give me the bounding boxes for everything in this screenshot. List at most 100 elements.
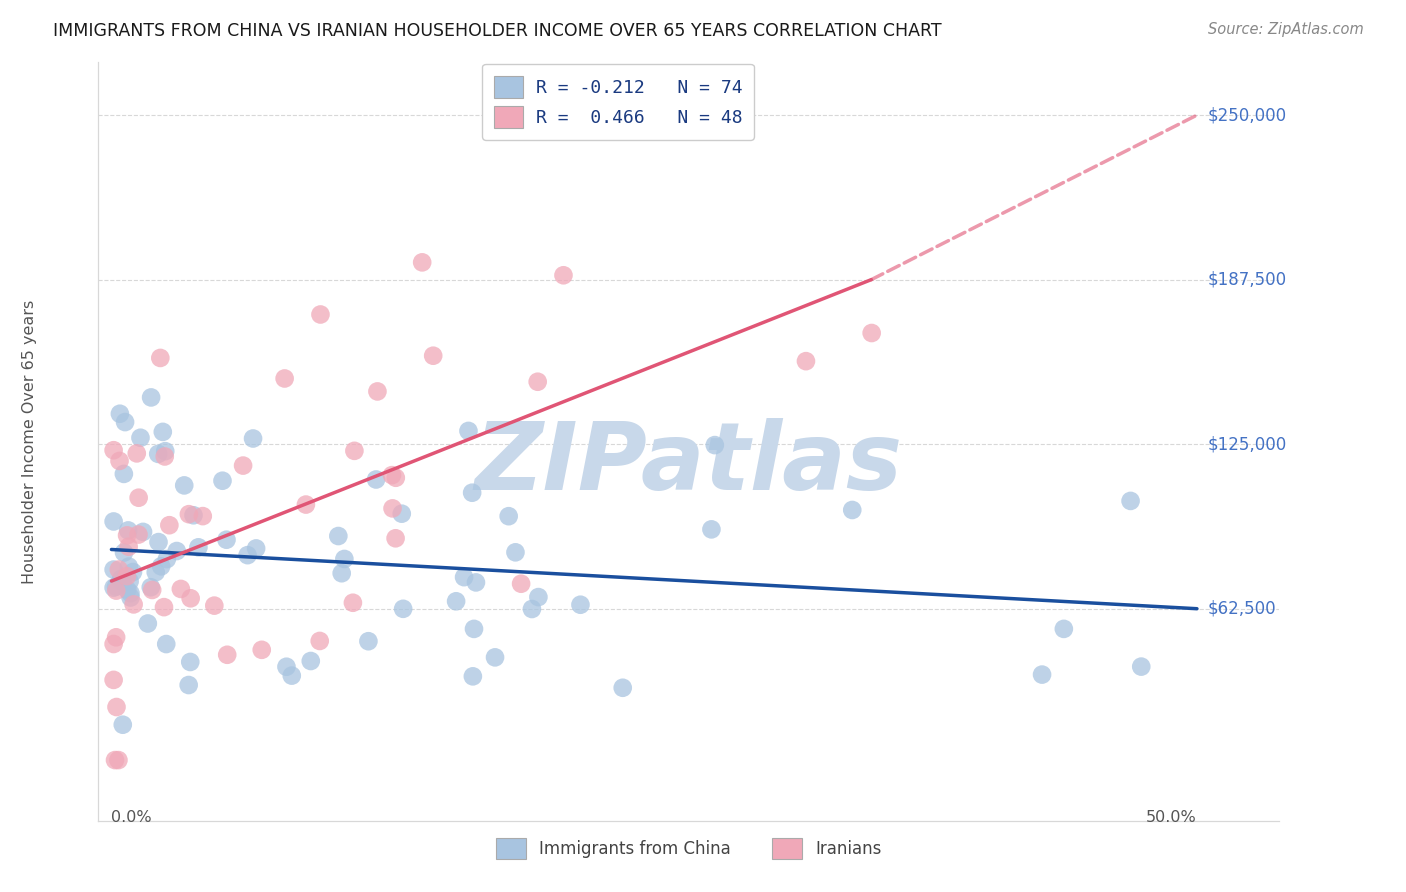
Point	[202, 599, 225, 613]
Point	[381, 468, 404, 483]
Point	[357, 634, 380, 648]
Point	[384, 531, 406, 545]
Point	[157, 518, 180, 533]
Point	[105, 700, 128, 714]
Point	[150, 559, 173, 574]
Point	[250, 642, 273, 657]
Point	[457, 424, 479, 438]
Point	[453, 570, 475, 584]
Point	[299, 654, 322, 668]
Point	[463, 622, 485, 636]
Point	[128, 527, 150, 541]
Point	[245, 541, 267, 556]
Point	[139, 391, 162, 405]
Point	[177, 678, 200, 692]
Point	[115, 528, 138, 542]
Point	[553, 268, 575, 283]
Point	[152, 425, 174, 439]
Point	[139, 580, 162, 594]
Point	[170, 582, 193, 596]
Point	[112, 467, 135, 481]
Point	[1031, 667, 1053, 681]
Point	[700, 522, 723, 536]
Point	[381, 501, 404, 516]
Point	[141, 582, 163, 597]
Point	[107, 562, 129, 576]
Point	[111, 575, 134, 590]
Point	[841, 503, 863, 517]
Point	[103, 515, 125, 529]
Point	[117, 524, 139, 538]
Point	[148, 447, 170, 461]
Point	[129, 431, 152, 445]
Point	[343, 443, 366, 458]
Point	[103, 581, 125, 595]
Point	[211, 474, 233, 488]
Point	[148, 535, 170, 549]
Point	[505, 545, 527, 559]
Point	[117, 582, 139, 597]
Point	[794, 354, 817, 368]
Point	[309, 308, 332, 322]
Text: IMMIGRANTS FROM CHINA VS IRANIAN HOUSEHOLDER INCOME OVER 65 YEARS CORRELATION CH: IMMIGRANTS FROM CHINA VS IRANIAN HOUSEHO…	[53, 22, 942, 40]
Point	[155, 444, 177, 458]
Point	[103, 443, 125, 458]
Point	[364, 473, 387, 487]
Point	[183, 508, 205, 523]
Text: ZIPatlas: ZIPatlas	[475, 418, 903, 510]
Point	[498, 509, 520, 524]
Point	[136, 616, 159, 631]
Point	[112, 545, 135, 559]
Point	[411, 255, 433, 269]
Point	[295, 498, 318, 512]
Point	[217, 648, 239, 662]
Point	[527, 590, 550, 604]
Point	[308, 634, 330, 648]
Point	[122, 598, 145, 612]
Point	[118, 574, 141, 589]
Point	[105, 580, 128, 594]
Point	[111, 717, 134, 731]
Point	[526, 375, 548, 389]
Point	[342, 596, 364, 610]
Point	[156, 552, 179, 566]
Point	[328, 529, 350, 543]
Point	[104, 753, 127, 767]
Point	[520, 602, 543, 616]
Point	[105, 630, 128, 644]
Point	[444, 594, 467, 608]
Point	[366, 384, 388, 399]
Point	[333, 552, 356, 566]
Text: 50.0%: 50.0%	[1146, 810, 1197, 825]
Point	[103, 637, 125, 651]
Point	[122, 565, 145, 579]
Point	[107, 753, 129, 767]
Text: Source: ZipAtlas.com: Source: ZipAtlas.com	[1208, 22, 1364, 37]
Point	[155, 637, 177, 651]
Point	[461, 485, 484, 500]
Point	[166, 544, 188, 558]
Point	[115, 569, 138, 583]
Point	[232, 458, 254, 473]
Point	[108, 407, 131, 421]
Point	[215, 533, 238, 547]
Text: 0.0%: 0.0%	[111, 810, 152, 825]
Point	[461, 669, 484, 683]
Point	[385, 471, 408, 485]
Point	[242, 432, 264, 446]
Point	[117, 540, 139, 554]
Point	[510, 576, 533, 591]
Point	[173, 478, 195, 492]
Point	[612, 681, 634, 695]
Text: $250,000: $250,000	[1208, 106, 1288, 124]
Point	[103, 563, 125, 577]
Point	[281, 668, 304, 682]
Point	[179, 655, 201, 669]
Point	[236, 548, 259, 562]
Point	[103, 673, 125, 687]
Point	[1130, 659, 1153, 673]
Point	[125, 446, 148, 460]
Point	[120, 586, 142, 600]
Text: $125,000: $125,000	[1208, 435, 1288, 453]
Point	[145, 565, 167, 579]
